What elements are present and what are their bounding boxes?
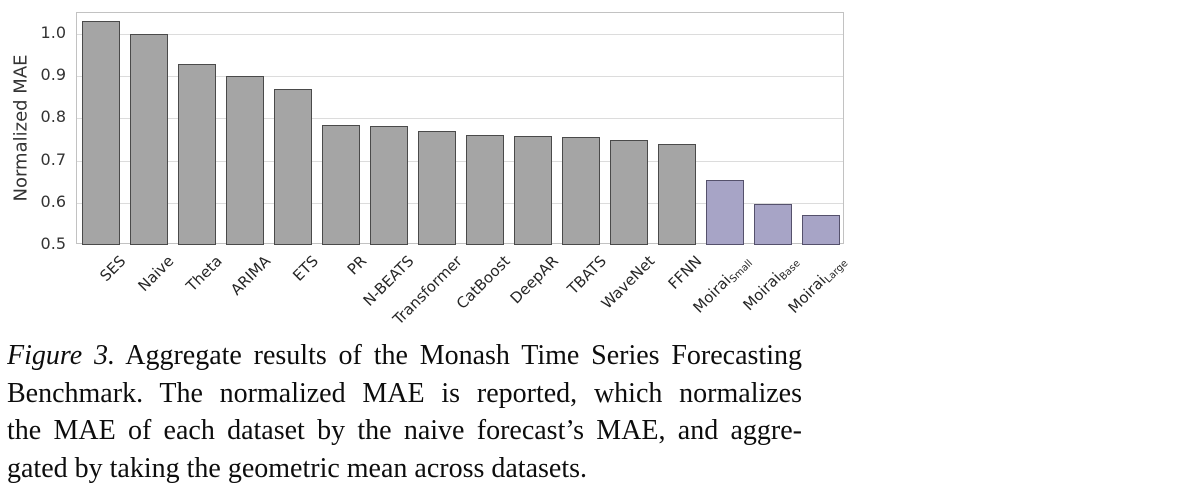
y-tick-label: 1.0 <box>40 23 66 43</box>
bar-DeepAR <box>514 135 552 245</box>
bar-CatBoost <box>466 135 504 245</box>
gridline <box>77 34 843 36</box>
bar-chart: Normalized MAE 1.0 0.9 0.8 0.7 0.6 0.5 SES Nai… <box>11 12 851 328</box>
bar-Theta <box>178 63 216 245</box>
bar-Naive <box>130 34 168 245</box>
bar-Transformer <box>418 131 456 245</box>
x-tick-label: ETS <box>289 252 322 285</box>
bar-WaveNet <box>610 140 648 245</box>
figure-caption: Figure 3. Aggregate results of the Monas… <box>7 337 802 487</box>
x-tick-label: PR <box>343 252 370 279</box>
y-tick-label: 0.5 <box>40 234 66 253</box>
bar-PR <box>322 124 360 245</box>
y-tick-label: 0.9 <box>40 65 66 85</box>
bar-ARIMA <box>226 76 264 245</box>
bar-ETS <box>274 88 312 245</box>
x-tick-subscript: Large <box>823 257 851 286</box>
gridline <box>77 76 843 78</box>
gridline <box>77 202 843 204</box>
x-tick-label: ARIMA <box>226 252 274 299</box>
caption-line-4: gated by taking the geometric mean acros… <box>7 452 588 484</box>
x-tick-label: TBATS <box>563 252 610 299</box>
caption-line-1: Figure 3. Aggregate results of the Monas… <box>7 337 802 375</box>
x-tick-subscript: Small <box>727 257 755 286</box>
bar-Moirai-Small <box>706 179 744 245</box>
x-tick-subscript: Base <box>777 257 803 283</box>
bar-Moirai-Large <box>802 215 840 245</box>
x-tick-label: FFNN <box>664 252 706 293</box>
caption-line-2: Benchmark. The normalized MAE is reporte… <box>7 377 802 409</box>
plot-area <box>76 12 844 245</box>
y-tick-label: 0.7 <box>40 149 66 169</box>
bar-FFNN <box>658 143 696 245</box>
gridline <box>77 118 843 120</box>
x-tick-label: SES <box>96 252 130 285</box>
figure-label: Figure 3. <box>7 340 115 371</box>
gridline <box>77 160 843 162</box>
bar-Moirai-Base <box>754 204 792 245</box>
caption-line-3: the MAE of each dataset by the naive for… <box>7 415 802 446</box>
caption-line-1-text: Aggregate results of the Monash Time Ser… <box>114 340 802 371</box>
y-tick-label: 0.6 <box>40 191 66 211</box>
x-tick-label: DeepAR <box>506 252 562 308</box>
y-tick-label: 0.8 <box>40 107 66 127</box>
bar-N-BEATS <box>370 125 408 245</box>
bar-TBATS <box>562 136 600 245</box>
x-tick-label: Theta <box>182 252 226 296</box>
x-tick-label: Naive <box>134 252 178 295</box>
bar-SES <box>82 21 120 245</box>
